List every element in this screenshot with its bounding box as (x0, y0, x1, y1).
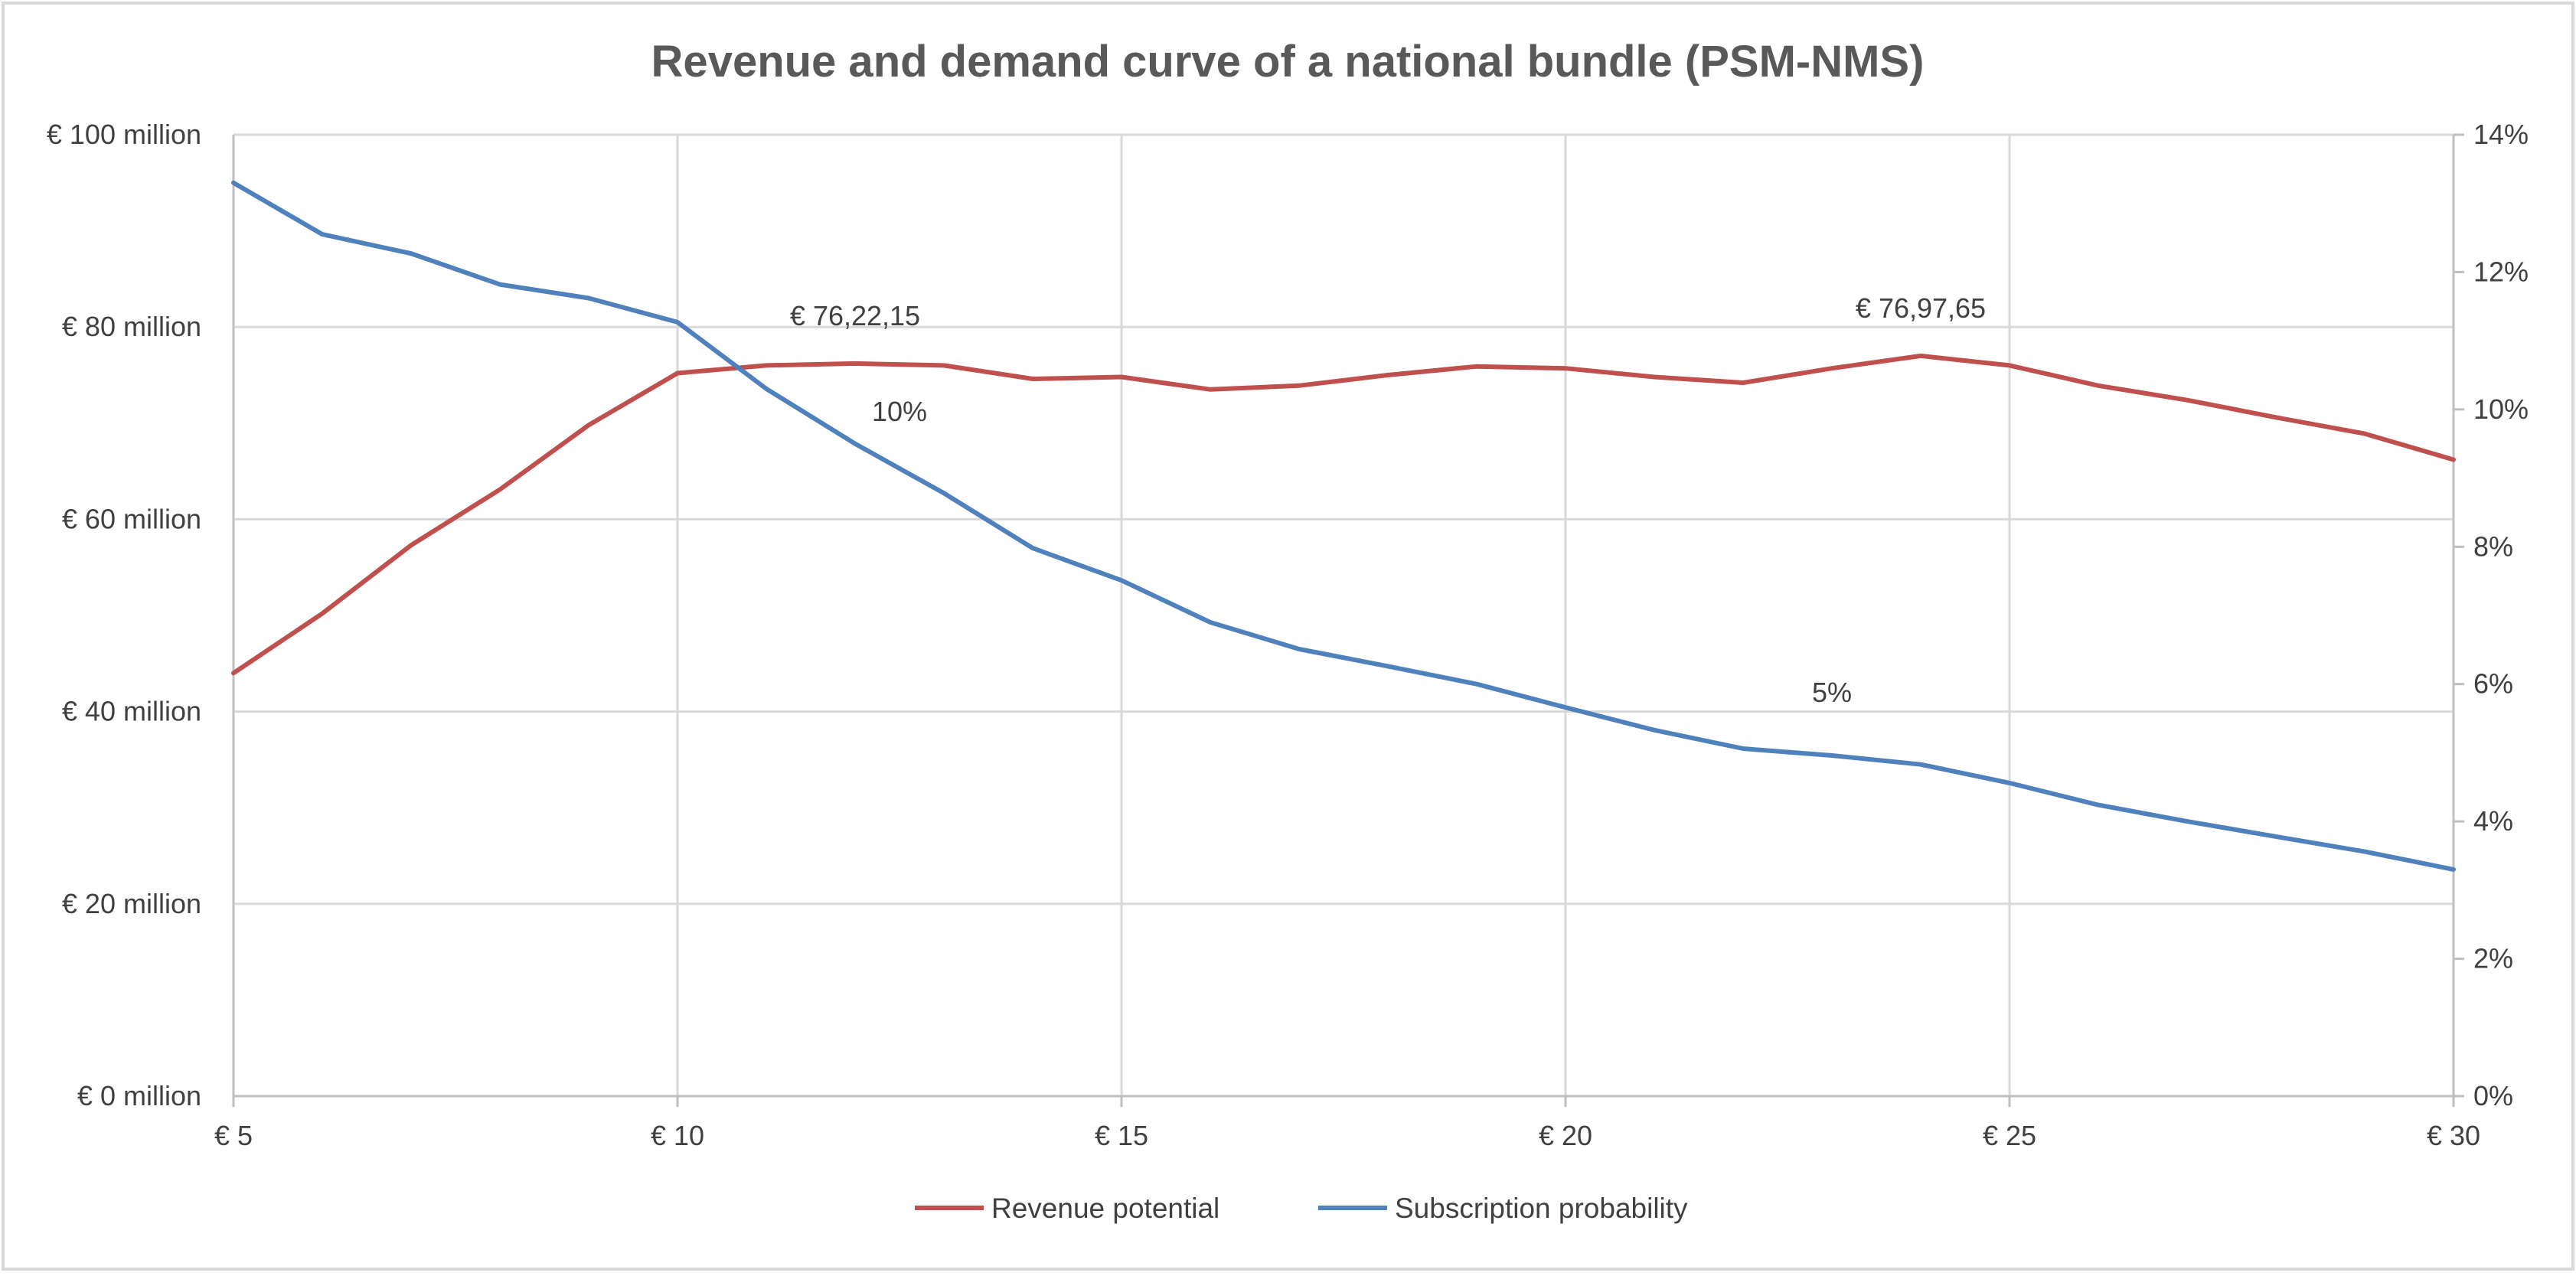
y-right-tick-label: 14% (2473, 119, 2529, 150)
legend-label: Revenue potential (991, 1193, 1219, 1224)
legend: Revenue potential Subscription probabilit… (915, 1193, 1688, 1224)
y-left-tick-label: € 80 million (62, 311, 201, 342)
data-label: 5% (1812, 677, 1852, 708)
data-label: € 76,97,65 (1856, 292, 1986, 324)
y-right-tick-label: 4% (2473, 805, 2513, 837)
x-tick-label: € 25 (1983, 1120, 2036, 1151)
y-right-tick-label: 6% (2473, 668, 2513, 700)
y-right-tick-label: 10% (2473, 393, 2529, 425)
y-left-tick-label: € 40 million (62, 696, 201, 727)
data-label: € 76,22,15 (790, 300, 920, 331)
y-right-tick-label: 0% (2473, 1080, 2513, 1111)
y-right-tick-label: 12% (2473, 256, 2529, 287)
y-left-tick-label: € 60 million (62, 503, 201, 534)
y-left-tick-label: € 100 million (47, 119, 201, 150)
y-right-tick-label: 8% (2473, 530, 2513, 562)
chart-title: Revenue and demand curve of a national b… (651, 37, 1925, 86)
y-right-tick-label: 2% (2473, 943, 2513, 974)
data-labels: € 76,22,15 € 76,97,65 10% 5% (790, 292, 1986, 708)
x-tick-label: € 20 (1539, 1120, 1592, 1151)
series-line-subscription-probability (231, 180, 2456, 872)
series-line-revenue-potential (231, 353, 2456, 676)
x-tick-label: € 30 (2427, 1120, 2480, 1151)
y-left-tick-label: € 20 million (62, 888, 201, 919)
data-label: 10% (872, 396, 927, 427)
axes: € 0 million € 20 million € 40 million € 60 … (47, 119, 2529, 1151)
y-left-tick-label: € 0 million (77, 1080, 201, 1111)
x-tick-label: € 5 (214, 1120, 253, 1151)
legend-label: Subscription probability (1395, 1193, 1688, 1224)
x-tick-label: € 15 (1095, 1120, 1148, 1151)
series-lines (231, 180, 2456, 872)
x-tick-label: € 10 (651, 1120, 704, 1151)
gridlines (233, 133, 2454, 1096)
